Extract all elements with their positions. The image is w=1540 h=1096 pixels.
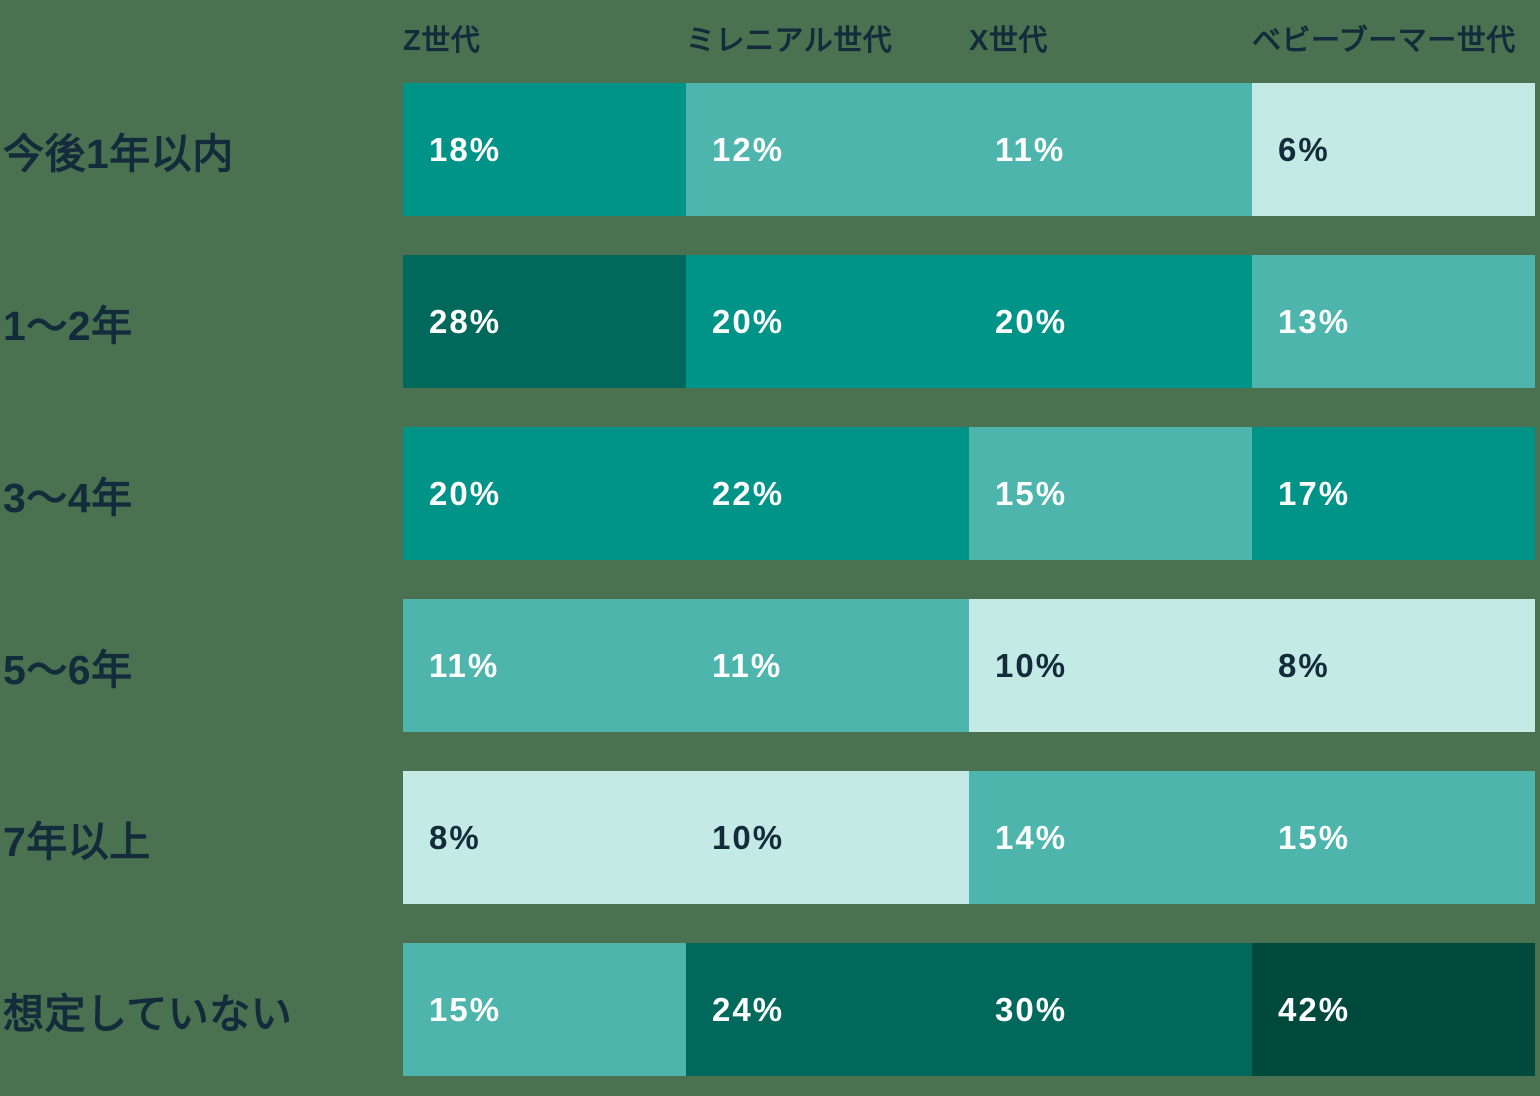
heatmap-cell: 15% <box>969 427 1252 560</box>
heatmap-cell: 8% <box>1252 599 1535 732</box>
heatmap-cell: 22% <box>686 427 969 560</box>
cell-value: 24% <box>712 990 785 1028</box>
row-label: 7年以上 <box>3 818 151 865</box>
heatmap-cell: 20% <box>686 255 969 388</box>
column-header: ベビーブーマー世代 <box>1252 25 1516 57</box>
heatmap-cell: 42% <box>1252 943 1535 1076</box>
row-label: 今後1年以内 <box>3 130 234 177</box>
heatmap-cell: 8% <box>403 771 686 904</box>
cell-value: 17% <box>1278 474 1351 512</box>
cell-value: 13% <box>1278 302 1351 340</box>
cell-value: 22% <box>712 474 785 512</box>
cell-value: 11% <box>995 130 1066 168</box>
cell-value: 15% <box>995 474 1068 512</box>
heatmap-cell: 17% <box>1252 427 1535 560</box>
cell-value: 10% <box>995 646 1068 684</box>
cell-value: 6% <box>1278 130 1330 168</box>
heatmap-cell: 13% <box>1252 255 1535 388</box>
cell-value: 18% <box>429 130 502 168</box>
heatmap-cell: 11% <box>686 599 969 732</box>
heatmap-cell: 11% <box>969 83 1252 216</box>
cell-value: 30% <box>995 990 1068 1028</box>
heatmap-cell: 11% <box>403 599 686 732</box>
cell-value: 28% <box>429 302 502 340</box>
column-header: ミレニアル世代 <box>686 25 893 57</box>
column-header: X世代 <box>969 25 1048 57</box>
cell-value: 20% <box>429 474 502 512</box>
cell-value: 20% <box>995 302 1068 340</box>
cell-value: 11% <box>712 646 783 684</box>
heatmap-cell: 14% <box>969 771 1252 904</box>
column-header: Z世代 <box>403 25 481 57</box>
cell-value: 15% <box>429 990 502 1028</box>
heatmap-cell: 18% <box>403 83 686 216</box>
cell-value: 12% <box>712 130 785 168</box>
cell-value: 15% <box>1278 818 1351 856</box>
heatmap-cell: 10% <box>969 599 1252 732</box>
row-label: 3〜4年 <box>3 474 133 521</box>
row-label: 想定していない <box>3 990 293 1037</box>
cell-value: 14% <box>995 818 1068 856</box>
heatmap-cell: 6% <box>1252 83 1535 216</box>
heatmap-cell: 15% <box>403 943 686 1076</box>
heatmap-cell: 10% <box>686 771 969 904</box>
row-label: 5〜6年 <box>3 646 133 693</box>
row-label: 1〜2年 <box>3 302 133 349</box>
cell-value: 8% <box>1278 646 1330 684</box>
heatmap-cell: 24% <box>686 943 969 1076</box>
cell-value: 20% <box>712 302 785 340</box>
cell-value: 11% <box>429 646 500 684</box>
heatmap-cell: 30% <box>969 943 1252 1076</box>
heatmap-cell: 12% <box>686 83 969 216</box>
heatmap-cell: 15% <box>1252 771 1535 904</box>
cell-value: 42% <box>1278 990 1351 1028</box>
heatmap-cell: 28% <box>403 255 686 388</box>
heatmap-cell: 20% <box>969 255 1252 388</box>
cell-value: 8% <box>429 818 481 856</box>
cell-value: 10% <box>712 818 785 856</box>
heatmap-cell: 20% <box>403 427 686 560</box>
